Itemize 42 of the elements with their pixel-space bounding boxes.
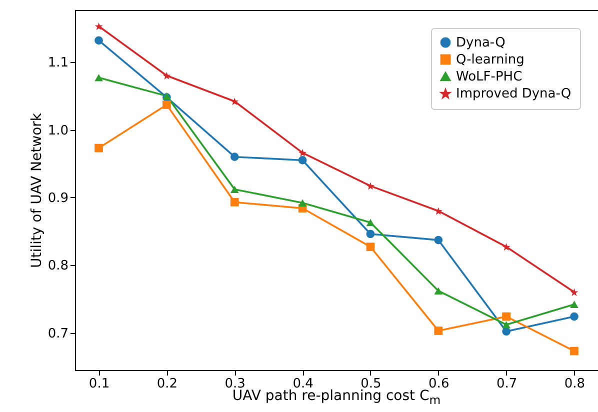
point: [366, 182, 374, 190]
legend-label: WoLF-PHC: [456, 70, 522, 84]
x-tick-label: 0.1: [88, 376, 110, 392]
legend-label: Improved Dyna-Q: [456, 86, 572, 102]
point: [570, 300, 578, 308]
point: [570, 312, 578, 321]
point: [162, 100, 171, 109]
y-axis-title: Utility of UAV Network: [28, 112, 45, 268]
point: [434, 287, 443, 294]
point: [94, 36, 103, 45]
point: [298, 156, 307, 164]
x-tick-label: 0.7: [496, 376, 518, 392]
point: [502, 312, 510, 321]
y-tick-label: 0.7: [48, 326, 68, 342]
point: [162, 72, 171, 80]
point: [94, 144, 103, 152]
point: [434, 236, 443, 244]
y-tick-label: 0.8: [48, 258, 68, 274]
point: [434, 326, 443, 335]
point: [298, 199, 307, 206]
point: [570, 346, 578, 356]
y-tick-label: 0.9: [48, 190, 68, 206]
x-tick-label: 0.2: [156, 376, 178, 392]
x-tick-label: 0.8: [564, 376, 586, 392]
point: [434, 207, 442, 215]
point: [230, 186, 239, 193]
legend-label: Dyna-Q: [456, 36, 506, 50]
point: [366, 218, 375, 226]
y-tick-label: 1.0: [48, 123, 68, 138]
point: [94, 22, 103, 30]
point: [298, 149, 307, 157]
point: [502, 243, 510, 251]
point: [570, 288, 578, 296]
point: [366, 242, 375, 252]
point: [230, 198, 239, 206]
point: [230, 152, 239, 162]
point: [502, 321, 510, 328]
point: [230, 98, 239, 106]
legend-label: Q-learning: [456, 52, 524, 68]
y-tick-label: 1.1: [48, 56, 68, 71]
point: [366, 230, 375, 238]
point: [94, 74, 103, 82]
